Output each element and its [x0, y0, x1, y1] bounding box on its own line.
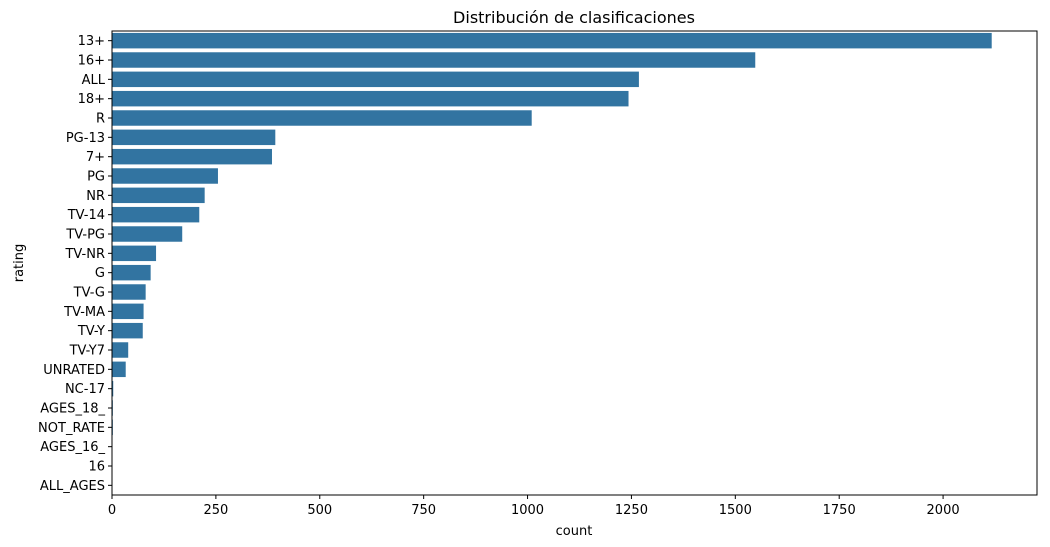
y-tick-label: TV-14 — [67, 208, 105, 223]
plot-frame — [111, 30, 1038, 496]
chart-title: Distribución de clasificaciones — [453, 8, 695, 27]
y-tick-label: TV-G — [73, 286, 105, 301]
bar-tv-y — [112, 322, 143, 339]
bar-tv-14 — [112, 206, 200, 223]
bar-unrated — [112, 361, 126, 378]
bar-7 — [112, 148, 272, 165]
bar-tv-pg — [112, 226, 183, 242]
bars-group — [112, 32, 992, 494]
y-tick-label: 16+ — [78, 54, 105, 69]
bar-nr — [112, 187, 205, 204]
bar-nc-17 — [112, 380, 114, 397]
y-tick-label: TV-NR — [64, 247, 105, 262]
x-tick-label: 1500 — [719, 503, 752, 518]
x-tick-label: 0 — [108, 503, 116, 518]
y-tick-label: AGES_18_ — [40, 402, 105, 417]
x-tick-label: 1250 — [615, 503, 648, 518]
bar-pg — [112, 168, 218, 184]
bar-18 — [112, 90, 629, 107]
y-tick-label: 18+ — [78, 92, 105, 107]
x-tick-label: 750 — [411, 503, 436, 518]
y-tick-label: PG — [87, 170, 105, 185]
y-tick-label: TV-MA — [63, 305, 105, 320]
y-tick-label: ALL — [82, 73, 106, 88]
y-tick-label: 16 — [88, 460, 105, 475]
bar-g — [112, 264, 151, 281]
y-axis-ticks: 13+ 16+ ALL 18+ R PG-13 7+ PG NR TV-14 TV-PG TV-NR G… — [38, 34, 112, 494]
y-tick-label: PG-13 — [66, 131, 105, 146]
y-tick-label: NR — [86, 189, 105, 204]
bar-16 — [112, 52, 756, 68]
y-tick-label: UNRATED — [43, 363, 105, 378]
y-tick-label: G — [95, 266, 105, 281]
bar-tv-nr — [112, 245, 157, 262]
x-axis-ticks: 0 250 500 750 1000 1250 1500 1750 2000 — [108, 495, 960, 518]
bar-all — [112, 71, 639, 88]
bar-pg-13 — [112, 129, 276, 146]
y-tick-label: NC-17 — [65, 382, 105, 397]
x-tick-label: 1750 — [823, 503, 856, 518]
y-tick-label: 7+ — [86, 150, 105, 165]
y-tick-label: R — [96, 112, 105, 127]
x-tick-label: 250 — [203, 503, 228, 518]
y-tick-label: 13+ — [78, 34, 105, 49]
bar-13 — [112, 32, 992, 49]
y-tick-label: AGES_16_ — [40, 440, 105, 455]
y-tick-label: TV-PG — [65, 228, 105, 243]
y-tick-label: ALL_AGES — [40, 479, 105, 494]
bar-tv-g — [112, 284, 146, 300]
y-axis-label: rating — [12, 244, 27, 283]
x-tick-label: 500 — [307, 503, 332, 518]
bar-tv-ma — [112, 303, 144, 320]
y-tick-label: NOT_RATE — [38, 421, 105, 436]
x-axis-label: count — [556, 524, 593, 539]
x-tick-label: 2000 — [927, 503, 960, 518]
y-tick-label: TV-Y — [77, 324, 105, 339]
x-tick-label: 1000 — [511, 503, 544, 518]
bar-r — [112, 110, 532, 126]
y-tick-label: TV-Y7 — [69, 344, 105, 359]
bar-tv-y7 — [112, 342, 129, 358]
